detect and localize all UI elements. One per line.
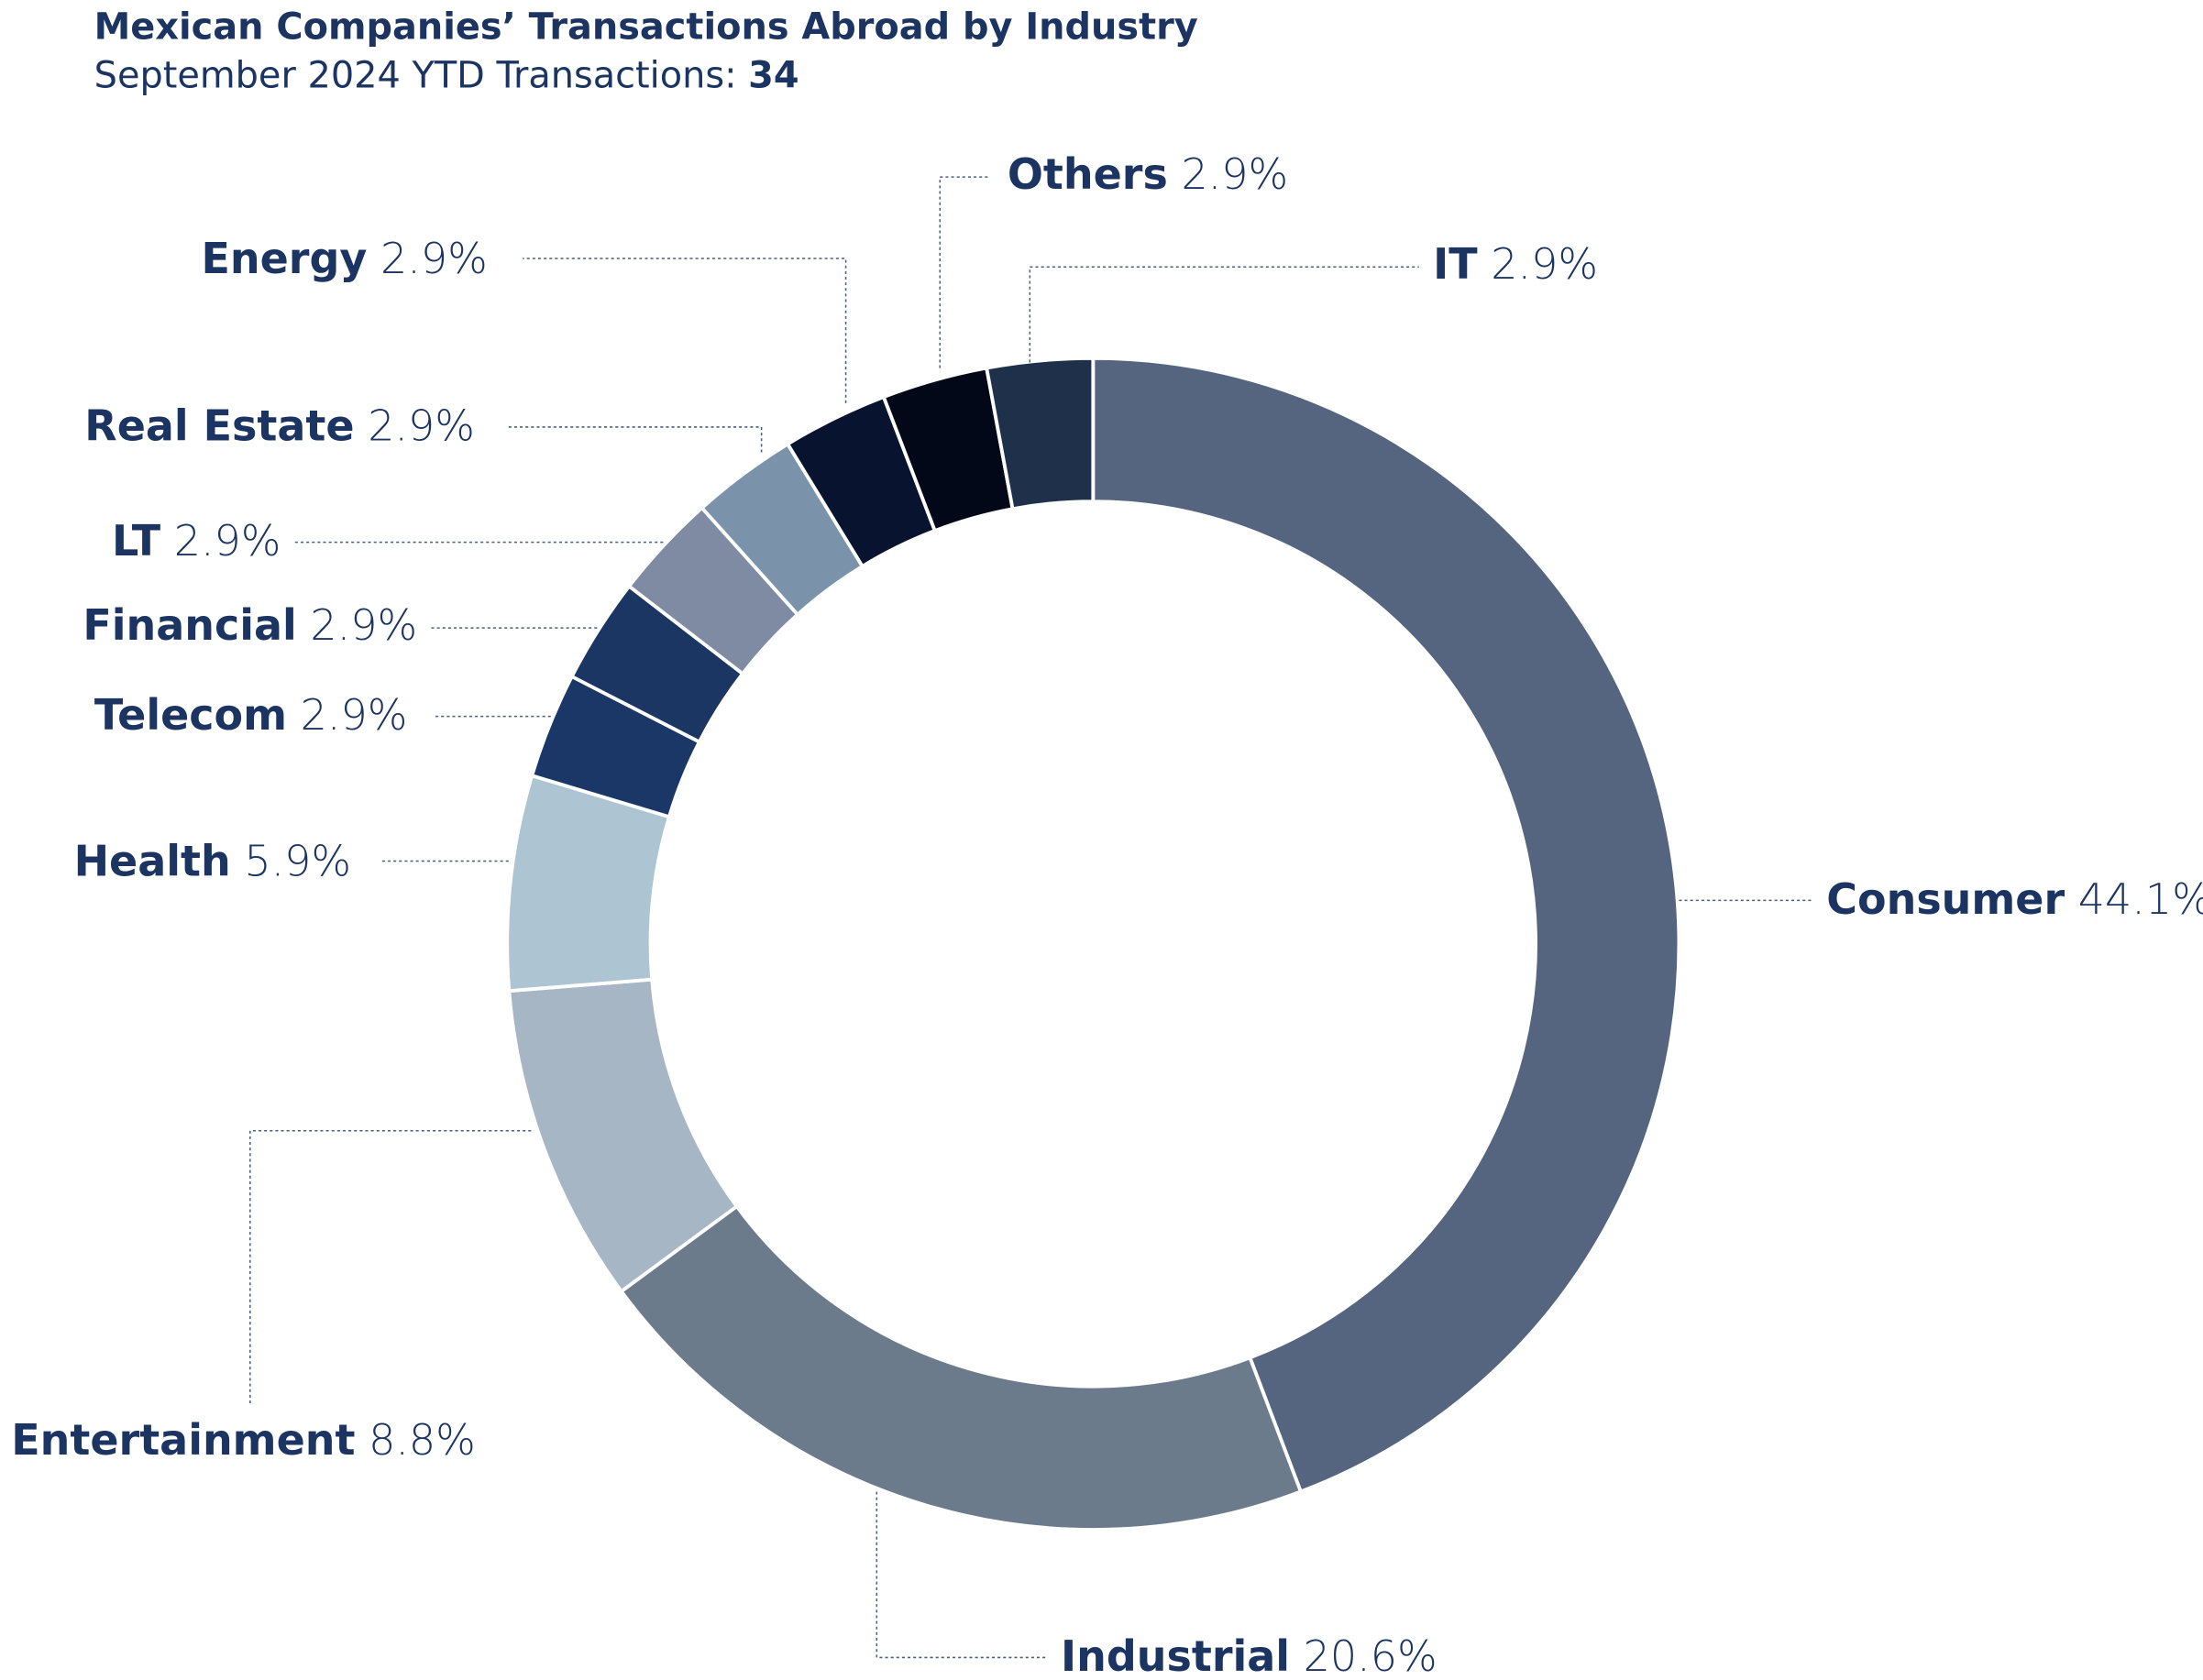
value-label: 2.9% xyxy=(1181,149,1288,199)
category-name: Telecom xyxy=(94,690,287,740)
slice-label: Financial 2.9% xyxy=(83,600,417,650)
value-label: 8.8% xyxy=(369,1414,476,1464)
donut-slice xyxy=(619,1203,1304,1532)
category-name: LT xyxy=(112,516,161,565)
leader-line xyxy=(876,1491,1047,1659)
value-label: 2.9% xyxy=(1491,239,1598,289)
category-name: Industrial xyxy=(1061,1631,1290,1680)
donut-slice xyxy=(1091,356,1681,1494)
value-label: 5.9% xyxy=(244,836,351,885)
category-name: Entertainment xyxy=(11,1414,355,1464)
slice-label: Health 5.9% xyxy=(74,836,352,885)
slice-label: Telecom 2.9% xyxy=(94,690,408,740)
slice-label: LT 2.9% xyxy=(112,516,281,565)
category-name: Consumer xyxy=(1826,873,2065,923)
category-name: IT xyxy=(1433,239,1478,289)
slice-label: Industrial 20.6% xyxy=(1061,1631,1437,1680)
leader-line xyxy=(505,426,763,453)
leader-line xyxy=(939,176,991,368)
value-label: 2.9% xyxy=(380,234,488,283)
value-label: 2.9% xyxy=(368,401,475,450)
slice-label: Energy 2.9% xyxy=(202,234,488,283)
slice-label: Others 2.9% xyxy=(1008,149,1288,199)
category-name: Health xyxy=(74,836,231,885)
value-label: 2.9% xyxy=(174,516,281,565)
value-label: 20.6% xyxy=(1304,1631,1437,1680)
subtitle-text: September 2024 YTD Transactions: xyxy=(94,54,737,96)
leader-line xyxy=(523,258,847,403)
slice-label: Real Estate 2.9% xyxy=(84,401,475,450)
leader-line xyxy=(249,1129,532,1405)
value-label: 2.9% xyxy=(301,690,408,740)
leader-line xyxy=(1029,266,1419,363)
category-name: Energy xyxy=(202,234,368,283)
slice-label: Entertainment 8.8% xyxy=(11,1414,476,1464)
donut-slice xyxy=(984,356,1096,511)
category-name: Financial xyxy=(83,600,296,650)
category-name: Others xyxy=(1008,149,1168,199)
slice-label: IT 2.9% xyxy=(1433,239,1598,289)
category-name: Real Estate xyxy=(84,401,354,450)
chart-subtitle: September 2024 YTD Transactions: 34 xyxy=(94,54,799,96)
subtitle-total: 34 xyxy=(748,54,799,96)
value-label: 2.9% xyxy=(310,600,417,650)
value-label: 44.1% xyxy=(2078,873,2203,923)
slice-label: Consumer 44.1% xyxy=(1826,873,2203,923)
chart-title: Mexican Companies’ Transactions Abroad b… xyxy=(94,6,1198,49)
